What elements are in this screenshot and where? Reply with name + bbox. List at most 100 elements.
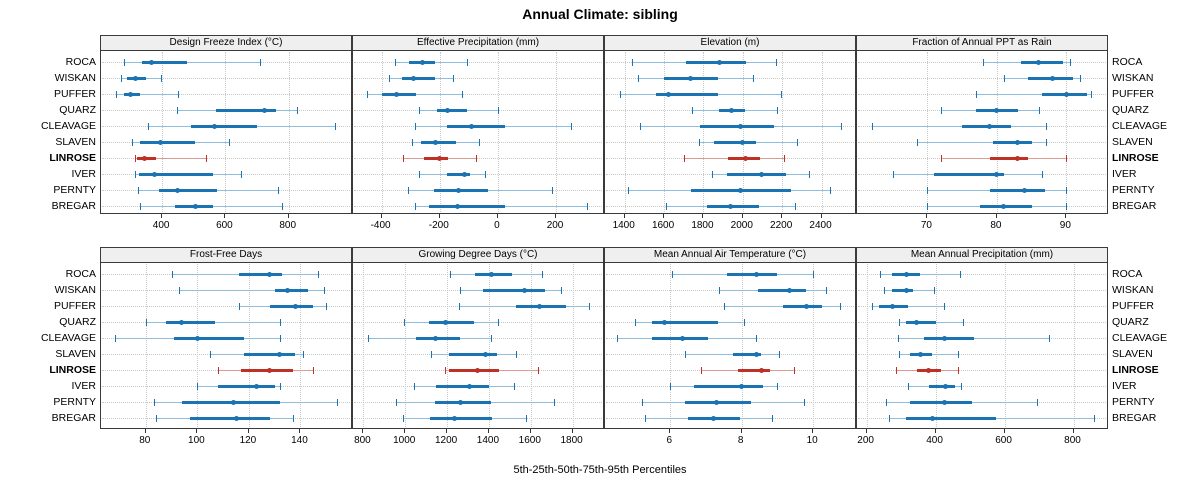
median-dot [127, 92, 133, 97]
v-gridline [866, 264, 868, 427]
whisker-cap-95th [497, 107, 499, 114]
whisker-cap-95th [334, 123, 336, 130]
percentile-range-25-75 [238, 273, 283, 276]
v-gridline [1004, 264, 1006, 427]
median-dot [729, 108, 735, 113]
median-dot [175, 188, 181, 193]
site-label-left: SLAVEN [55, 348, 96, 360]
percentile-range-25-75 [757, 289, 806, 292]
whisker-cap-5th [116, 91, 118, 98]
percentile-range-5-95 [684, 354, 780, 355]
median-dot [1001, 204, 1007, 209]
whisker-cap-95th [452, 75, 454, 82]
median-dot [132, 76, 138, 81]
x-tick-mark [247, 429, 249, 433]
percentile-range-5-95 [917, 142, 1046, 143]
panel-strip-title: Effective Precipitation (mm) [352, 35, 604, 51]
whisker-cap-95th [525, 415, 527, 422]
x-tick-label: 120 [239, 435, 257, 446]
whisker-cap-5th [927, 187, 929, 194]
median-dot [1022, 188, 1028, 193]
x-tick-label: 600 [216, 220, 233, 231]
whisker-cap-5th [645, 415, 647, 422]
whisker-cap-95th [323, 287, 325, 294]
v-gridline [670, 264, 672, 427]
x-tick-mark [529, 429, 531, 433]
whisker-cap-5th [976, 91, 978, 98]
whisker-cap-5th [634, 319, 636, 326]
whisker-cap-95th [1066, 187, 1068, 194]
v-gridline [145, 264, 147, 427]
site-label-right: SLAVEN [1112, 136, 1153, 148]
median-dot [714, 400, 720, 405]
whisker-cap-95th [296, 107, 298, 114]
v-gridline [927, 52, 929, 212]
percentile-range-5-95 [871, 126, 1046, 127]
whisker-cap-95th [484, 171, 486, 178]
median-dot [994, 108, 1000, 113]
x-tick-label: 1600 [518, 435, 541, 446]
median-dot [393, 92, 399, 97]
whisker-cap-5th [899, 319, 901, 326]
median-dot [442, 320, 448, 325]
panel-body [604, 51, 856, 214]
x-tick-mark [812, 429, 814, 433]
whisker-cap-5th [627, 187, 629, 194]
v-gridline [703, 52, 705, 212]
whisker-cap-95th [1090, 91, 1092, 98]
v-gridline [556, 52, 558, 212]
percentile-range-25-75 [269, 305, 314, 308]
median-dot [277, 352, 283, 357]
whisker-cap-5th [403, 155, 405, 162]
v-gridline [782, 52, 784, 212]
whisker-cap-5th [412, 139, 414, 146]
x-tick-mark [446, 429, 448, 433]
v-gridline [225, 52, 227, 212]
site-label-left: QUARZ [59, 316, 96, 328]
percentile-range-25-75 [906, 321, 936, 324]
panel-strip-title: Mean Annual Precipitation (mm) [856, 247, 1108, 263]
median-dot [141, 156, 147, 161]
whisker-cap-5th [631, 59, 633, 66]
percentile-range-25-75 [436, 109, 468, 112]
whisker-cap-95th [516, 351, 518, 358]
whisker-cap-95th [813, 271, 815, 278]
median-dot [1049, 76, 1055, 81]
median-dot [889, 304, 895, 309]
v-gridline [439, 52, 441, 212]
median-dot [536, 304, 542, 309]
median-dot [743, 156, 749, 161]
whisker-cap-95th [570, 123, 572, 130]
percentile-range-25-75 [652, 337, 708, 340]
whisker-cap-95th [206, 155, 208, 162]
median-dot [211, 124, 217, 129]
percentile-range-5-95 [124, 62, 261, 63]
whisker-cap-5th [908, 383, 909, 390]
x-tick-mark [702, 214, 704, 218]
x-tick-mark [865, 429, 867, 433]
site-label-right: WISKAN [1112, 72, 1154, 84]
median-dot [759, 172, 764, 177]
x-tick-mark [995, 214, 997, 218]
x-tick-label: 400 [926, 435, 943, 446]
median-dot [437, 156, 443, 161]
median-dot [456, 188, 462, 193]
site-label-right: PERNTY [1112, 396, 1155, 408]
percentile-range-25-75 [909, 401, 972, 404]
percentile-range-25-75 [181, 401, 280, 404]
site-label-left: LINROSE [49, 364, 96, 376]
percentile-range-5-95 [871, 306, 945, 307]
site-label-right: PUFFER [1112, 300, 1154, 312]
whisker-cap-5th [153, 399, 155, 406]
median-dot [753, 352, 759, 357]
percentile-range-25-75 [714, 141, 756, 144]
x-tick-label: 400 [152, 220, 170, 231]
site-label-right: PUFFER [1112, 88, 1154, 100]
percentile-range-25-75 [158, 189, 218, 192]
median-dot [716, 60, 722, 65]
percentile-range-25-75 [217, 385, 275, 388]
x-tick-label: 8 [737, 435, 744, 446]
whisker-cap-95th [292, 415, 294, 422]
whisker-cap-5th [917, 139, 919, 146]
whisker-cap-5th [171, 271, 173, 278]
